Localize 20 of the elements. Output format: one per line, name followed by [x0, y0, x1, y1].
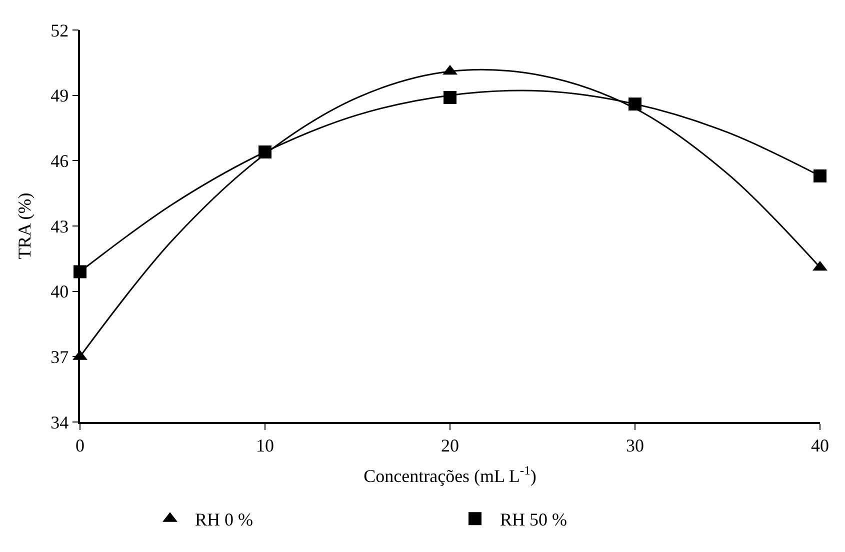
- y-tick-label: 43: [50, 216, 69, 236]
- legend-label: RH 50 %: [500, 510, 568, 530]
- point: [628, 98, 642, 111]
- x-tick-label: 10: [256, 435, 274, 456]
- x-tick-label: 30: [626, 435, 644, 456]
- legend-label: RH 0 %: [195, 510, 254, 530]
- y-tick-label: 49: [50, 86, 69, 106]
- y-tick-label: 52: [50, 20, 69, 40]
- y-tick-label: 34: [50, 412, 69, 432]
- x-tick-label: 20: [441, 435, 459, 456]
- x-axis-title: Concentrações (mL L$^{-1}$): [364, 463, 536, 486]
- y-tick-label: 46: [50, 150, 69, 171]
- y-tick-label: 37: [50, 346, 69, 367]
- x-tick-label: 40: [811, 435, 829, 456]
- x-tick-label: 0: [76, 435, 84, 456]
- point: [258, 145, 272, 158]
- y-axis-title: TRA (%): [14, 192, 34, 260]
- y-tick-label: 40: [50, 282, 69, 302]
- point: [814, 169, 826, 182]
- point: [444, 91, 456, 104]
